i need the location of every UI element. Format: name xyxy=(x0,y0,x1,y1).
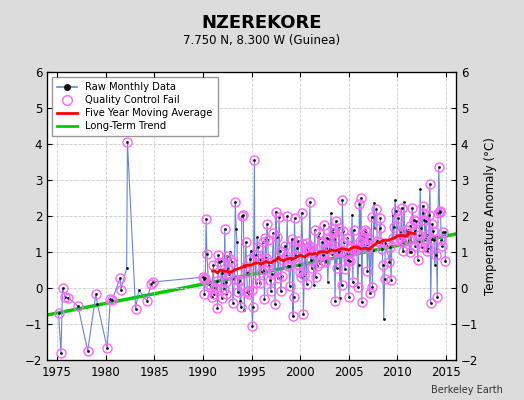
Text: 7.750 N, 8.300 W (Guinea): 7.750 N, 8.300 W (Guinea) xyxy=(183,34,341,47)
Legend: Raw Monthly Data, Quality Control Fail, Five Year Moving Average, Long-Term Tren: Raw Monthly Data, Quality Control Fail, … xyxy=(52,77,217,136)
Y-axis label: Temperature Anomaly (°C): Temperature Anomaly (°C) xyxy=(484,137,497,295)
Text: Berkeley Earth: Berkeley Earth xyxy=(431,385,503,395)
Text: NZEREKORE: NZEREKORE xyxy=(202,14,322,32)
